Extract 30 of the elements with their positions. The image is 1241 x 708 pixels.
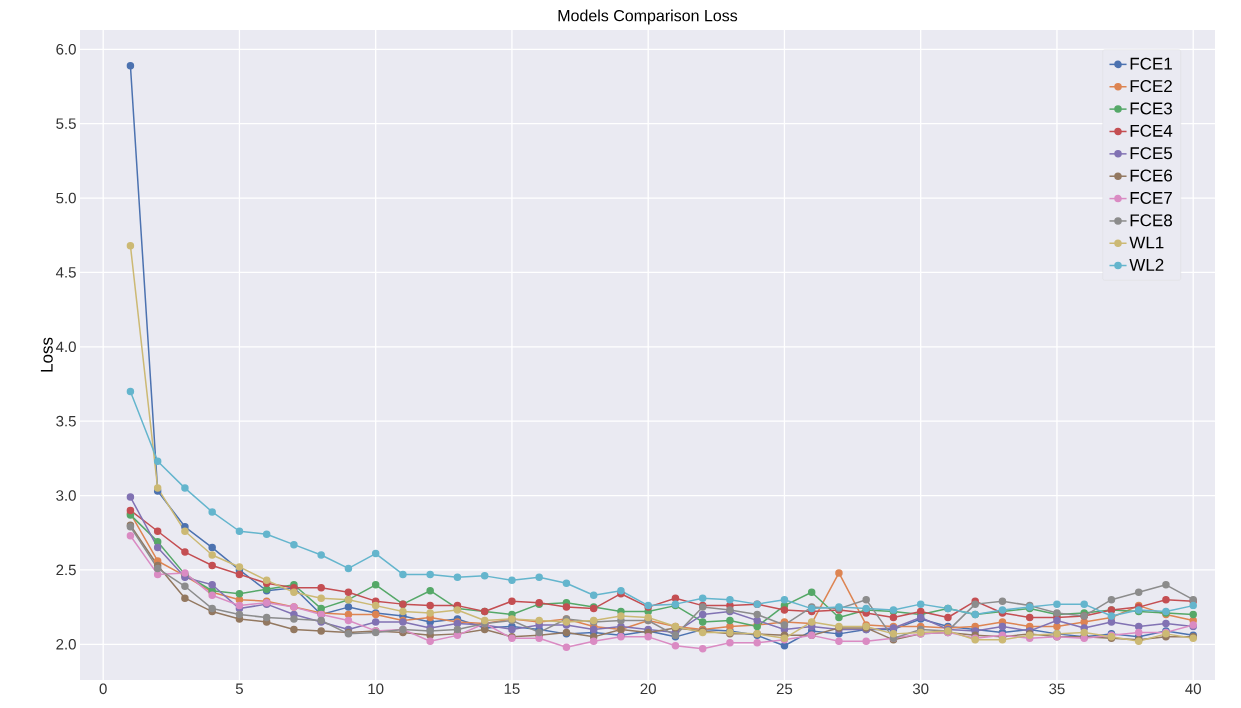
x-tick-label: 0	[99, 683, 107, 695]
y-tick-label: 2.0	[56, 638, 76, 650]
legend-label: FCE1	[1130, 57, 1172, 70]
y-tick-label: 4.0	[55, 341, 76, 353]
y-tick-label: 5.5	[56, 118, 76, 129]
x-tick-label: 40	[1185, 683, 1201, 695]
y-tick-label: 5.0	[56, 192, 76, 204]
legend-label: FCE6	[1130, 169, 1172, 182]
y-tick-label: 2.5	[56, 564, 76, 576]
legend-label: FCE5	[1130, 147, 1173, 160]
legend-label: FCE7	[1130, 191, 1172, 204]
x-tick-label: 20	[640, 683, 656, 695]
x-tick-label: 5	[235, 683, 243, 694]
x-tick-label: 10	[368, 683, 384, 695]
legend-label: FCE3	[1130, 102, 1172, 115]
y-axis-title: Loss	[40, 337, 53, 372]
x-tick-label: 15	[504, 683, 520, 694]
chart-title: Models Comparison Loss	[558, 9, 738, 25]
x-tick-label: 25	[776, 683, 793, 695]
x-tick-label: 35	[1049, 683, 1065, 695]
y-tick-label: 3.0	[56, 490, 76, 501]
legend-label: FCE4	[1130, 124, 1173, 137]
y-tick-label: 6.0	[56, 44, 76, 55]
legend-label: FCE2	[1130, 80, 1172, 93]
y-tick-label: 4.5	[55, 267, 76, 278]
legend-label: WL2	[1129, 258, 1164, 271]
legend-label: FCE8	[1130, 214, 1173, 227]
legend-label: WL1	[1129, 236, 1164, 249]
y-tick-label: 3.5	[56, 415, 76, 427]
x-tick-label: 30	[912, 683, 929, 695]
